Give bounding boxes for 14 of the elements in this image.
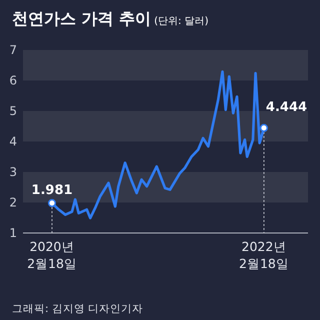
y-tick-label: 5: [9, 104, 17, 118]
data-label: 1.981: [31, 183, 73, 198]
chart-title: 천연가스 가격 추이: [12, 9, 152, 28]
chart-subtitle: (단위: 달러): [154, 16, 209, 27]
x-tick-label: 2022년 2월18일: [239, 239, 289, 271]
text: 그래픽: 김지영 디자인기자: [12, 303, 144, 315]
y-tick-label: 7: [9, 43, 17, 58]
x-tick-label: 2020년 2월18일: [27, 239, 77, 271]
y-tick-label: 1: [9, 226, 17, 240]
y-tick-label: 4: [9, 134, 17, 149]
y-tick-label: 2: [9, 196, 17, 210]
y-tick-label: 3: [9, 165, 17, 180]
y-tick-label: 6: [9, 74, 17, 88]
data-label: 4.444: [266, 100, 308, 115]
